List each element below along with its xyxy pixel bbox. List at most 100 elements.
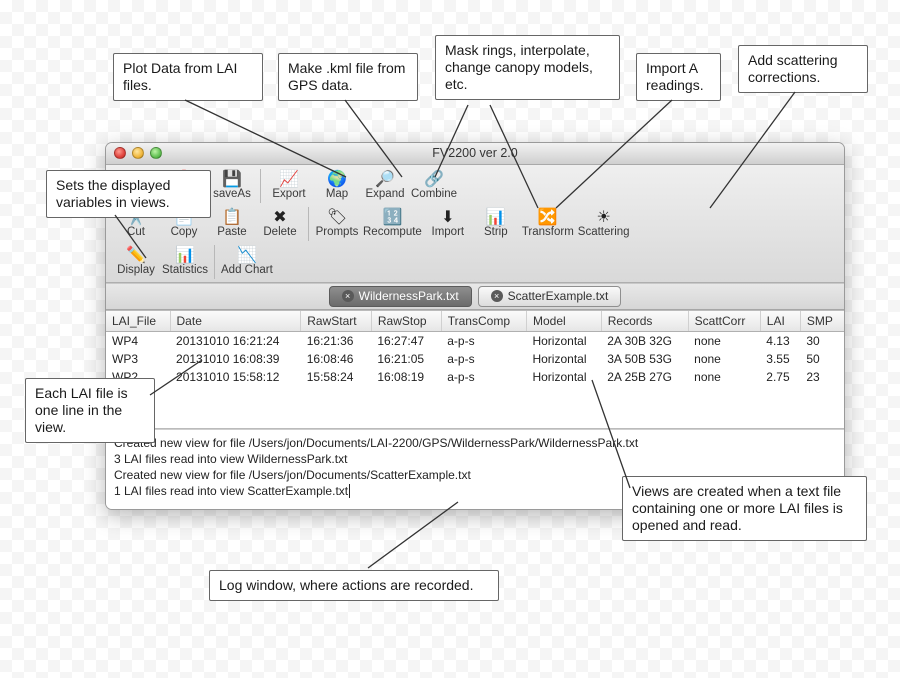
- toolbar-label: Paste: [217, 226, 246, 239]
- delete-icon: ✖: [267, 208, 293, 226]
- tab-scatterexample-txt[interactable]: × ScatterExample.txt: [478, 286, 622, 307]
- toolbar-label: Prompts: [316, 226, 359, 239]
- table-row[interactable]: WP420131010 16:21:2416:21:3616:27:47a-p-…: [106, 332, 844, 351]
- toolbar-map-button[interactable]: 🌍Map: [313, 167, 361, 205]
- toolbar-paste-button[interactable]: 📋Paste: [208, 205, 256, 243]
- toolbar-display-button[interactable]: ✏️Display: [112, 243, 160, 281]
- app-window: FV2200 ver 2.0 📂Open📥Acquire💾saveAs📈Expo…: [105, 142, 845, 510]
- cell: 20131010 15:58:12: [170, 368, 301, 386]
- col-lai_file[interactable]: LAI_File: [106, 311, 170, 332]
- toolbar-strip-button[interactable]: 📊Strip: [472, 205, 520, 243]
- col-model[interactable]: Model: [526, 311, 601, 332]
- toolbar-statistics-button[interactable]: 📊Statistics: [160, 243, 210, 281]
- toolbar-label: Delete: [263, 226, 296, 239]
- grid-empty-space: [106, 386, 844, 428]
- prompts-icon: 🏷: [324, 208, 350, 226]
- callout-mask: Mask rings, interpolate, change canopy m…: [435, 35, 620, 100]
- callout-views: Views are created when a text file conta…: [622, 476, 867, 541]
- toolbar-prompts-button[interactable]: 🏷Prompts: [313, 205, 361, 243]
- combine-icon: 🔗: [421, 170, 447, 188]
- cell: WP4: [106, 332, 170, 351]
- cell: 16:21:05: [371, 350, 441, 368]
- statistics-icon: 📊: [172, 246, 198, 264]
- callout-scatter: Add scattering corrections.: [738, 45, 868, 93]
- import-icon: ⬇: [435, 208, 461, 226]
- tab-label: WildernessPark.txt: [359, 289, 459, 303]
- cell: 2A 30B 32G: [601, 332, 688, 351]
- toolbar-row-1: 📂Open📥Acquire💾saveAs📈Export🌍Map🔎Expand🔗C…: [112, 167, 838, 205]
- data-grid-wrap: LAI_FileDateRawStartRawStopTransCompMode…: [106, 310, 844, 429]
- toolbar-label: Export: [272, 188, 305, 201]
- col-lai[interactable]: LAI: [760, 311, 800, 332]
- col-transcomp[interactable]: TransComp: [441, 311, 526, 332]
- cell: 3.55: [760, 350, 800, 368]
- toolbar-label: Statistics: [162, 264, 208, 277]
- paste-icon: 📋: [219, 208, 245, 226]
- table-row[interactable]: WP320131010 16:08:3916:08:4616:21:05a-p-…: [106, 350, 844, 368]
- window-title: FV2200 ver 2.0: [106, 146, 844, 160]
- cell: 3A 50B 53G: [601, 350, 688, 368]
- toolbar-label: Add Chart: [221, 264, 273, 277]
- toolbar-recompute-button[interactable]: 🔢Recompute: [361, 205, 424, 243]
- log-line: Created new view for file /Users/jon/Doc…: [114, 435, 836, 451]
- cell: a-p-s: [441, 332, 526, 351]
- titlebar: FV2200 ver 2.0: [106, 143, 844, 165]
- col-records[interactable]: Records: [601, 311, 688, 332]
- cell: 16:21:36: [301, 332, 372, 351]
- tabstrip: × WildernessPark.txt × ScatterExample.txt: [106, 283, 844, 310]
- saveas-icon: 💾: [219, 170, 245, 188]
- grid-body: WP420131010 16:21:2416:21:3616:27:47a-p-…: [106, 332, 844, 387]
- toolbar-label: Transform: [522, 226, 574, 239]
- callout-kml: Make .kml file from GPS data.: [278, 53, 418, 101]
- toolbar-label: Scattering: [578, 226, 630, 239]
- col-smp[interactable]: SMP: [800, 311, 844, 332]
- col-rawstart[interactable]: RawStart: [301, 311, 372, 332]
- cell: WP3: [106, 350, 170, 368]
- toolbar-delete-button[interactable]: ✖Delete: [256, 205, 304, 243]
- cell: Horizontal: [526, 368, 601, 386]
- callout-eachfile: Each LAI file is one line in the view.: [25, 378, 155, 443]
- col-rawstop[interactable]: RawStop: [371, 311, 441, 332]
- toolbar-transform-button[interactable]: 🔀Transform: [520, 205, 576, 243]
- toolbar-row-2: ✂️Cut📄Copy📋Paste✖Delete🏷Prompts🔢Recomput…: [112, 205, 838, 243]
- col-date[interactable]: Date: [170, 311, 301, 332]
- toolbar-separator: [214, 245, 215, 279]
- cell: 16:08:19: [371, 368, 441, 386]
- table-row[interactable]: WP220131010 15:58:1215:58:2416:08:19a-p-…: [106, 368, 844, 386]
- toolbar-expand-button[interactable]: 🔎Expand: [361, 167, 409, 205]
- cell: 30: [800, 332, 844, 351]
- map-icon: 🌍: [324, 170, 350, 188]
- toolbar-label: Import: [432, 226, 465, 239]
- cell: 15:58:24: [301, 368, 372, 386]
- cell: Horizontal: [526, 332, 601, 351]
- toolbar-scattering-button[interactable]: ☀Scattering: [576, 205, 632, 243]
- toolbar-label: Recompute: [363, 226, 422, 239]
- toolbar-combine-button[interactable]: 🔗Combine: [409, 167, 459, 205]
- toolbar-label: Display: [117, 264, 155, 277]
- cell: 4.13: [760, 332, 800, 351]
- toolbar-saveas-button[interactable]: 💾saveAs: [208, 167, 256, 205]
- transform-icon: 🔀: [535, 208, 561, 226]
- display-icon: ✏️: [123, 246, 149, 264]
- export-icon: 📈: [276, 170, 302, 188]
- toolbar-label: Map: [326, 188, 348, 201]
- cell: 16:08:46: [301, 350, 372, 368]
- tab-label: ScatterExample.txt: [508, 289, 609, 303]
- close-tab-icon[interactable]: ×: [491, 290, 503, 302]
- expand-icon: 🔎: [372, 170, 398, 188]
- tab-wildernesspark-txt[interactable]: × WildernessPark.txt: [329, 286, 472, 307]
- toolbar-label: Cut: [127, 226, 145, 239]
- cell: 16:27:47: [371, 332, 441, 351]
- toolbar-label: Expand: [365, 188, 404, 201]
- col-scattcorr[interactable]: ScattCorr: [688, 311, 760, 332]
- cell: 23: [800, 368, 844, 386]
- toolbar-separator: [260, 169, 261, 203]
- scattering-icon: ☀: [591, 208, 617, 226]
- toolbar-separator: [308, 207, 309, 241]
- toolbar-add-chart-button[interactable]: 📉Add Chart: [219, 243, 275, 281]
- toolbar-import-button[interactable]: ⬇Import: [424, 205, 472, 243]
- toolbar-export-button[interactable]: 📈Export: [265, 167, 313, 205]
- toolbar-label: Copy: [171, 226, 198, 239]
- close-tab-icon[interactable]: ×: [342, 290, 354, 302]
- cell: 2A 25B 27G: [601, 368, 688, 386]
